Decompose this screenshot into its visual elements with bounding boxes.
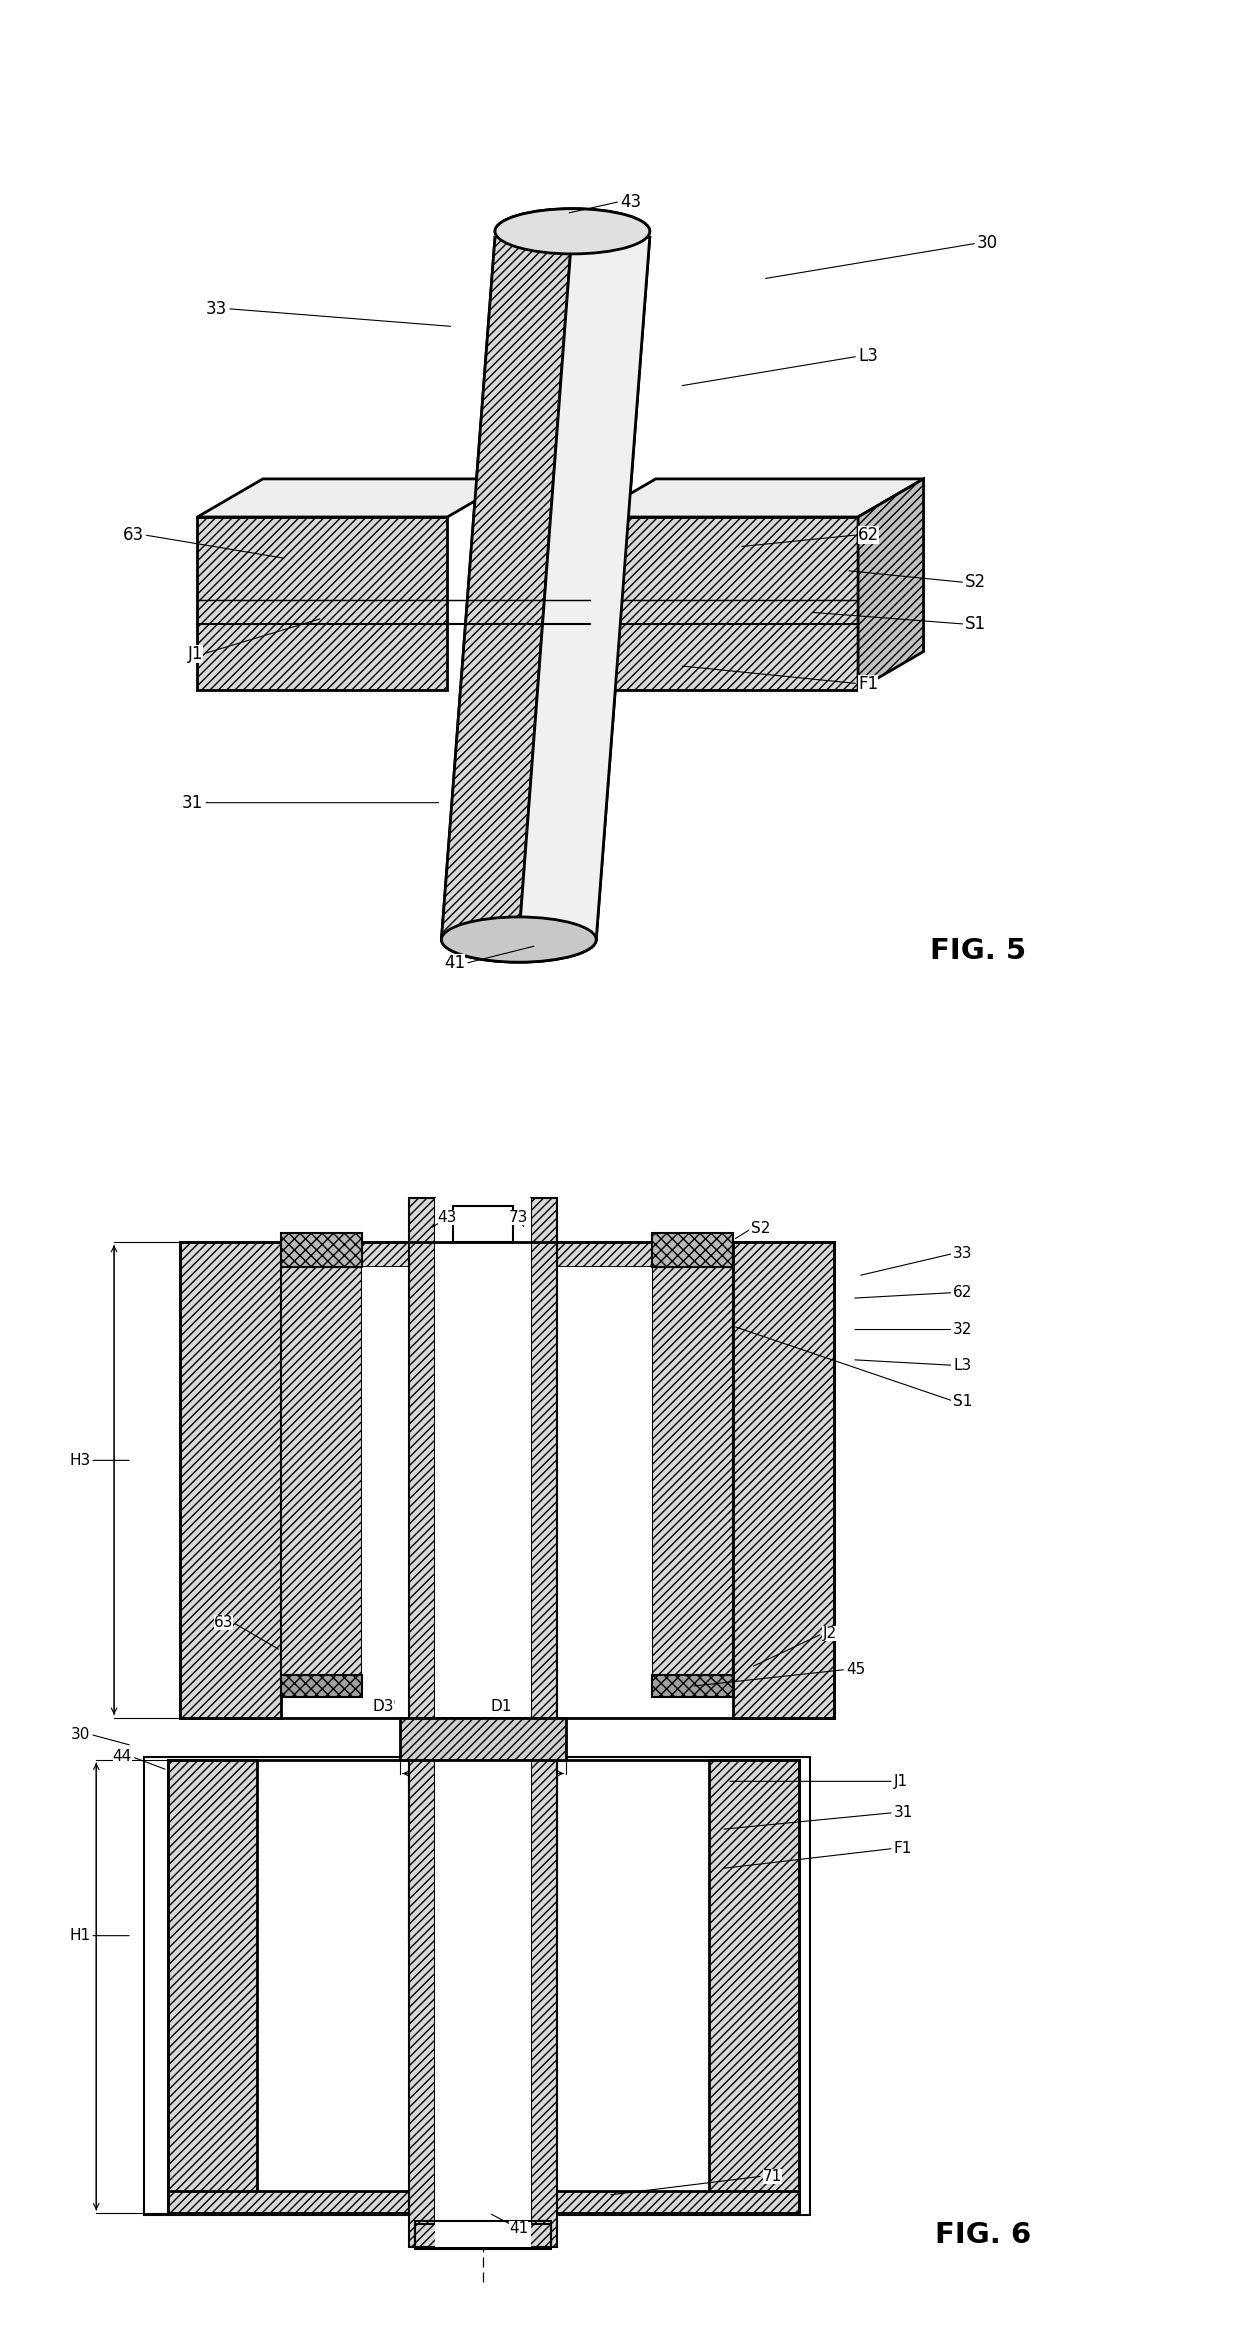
Bar <box>733 1243 835 1718</box>
Text: 43: 43 <box>438 1211 458 1225</box>
Bar <box>280 1266 362 1697</box>
Text: J2: J2 <box>822 1627 837 1641</box>
Bar <box>409 1760 435 2247</box>
Bar <box>652 1676 733 1697</box>
Text: H1: H1 <box>69 1928 91 1944</box>
Bar <box>399 1718 567 1760</box>
Text: 31: 31 <box>894 1804 913 1820</box>
Polygon shape <box>197 480 513 517</box>
Polygon shape <box>441 228 573 941</box>
Bar <box>531 1760 557 2247</box>
Bar <box>652 1266 733 1697</box>
Text: 62: 62 <box>858 526 879 545</box>
Text: 41: 41 <box>510 2221 528 2237</box>
Bar <box>415 2223 551 2247</box>
Bar <box>531 1197 557 1942</box>
Text: 31: 31 <box>182 794 203 812</box>
Bar <box>409 1197 435 1942</box>
Bar <box>652 1234 733 1266</box>
Bar <box>144 1758 811 2216</box>
Text: FIG. 5: FIG. 5 <box>930 938 1025 966</box>
Text: J1: J1 <box>894 1774 908 1788</box>
Bar <box>362 1266 652 1697</box>
Text: 33: 33 <box>206 300 227 317</box>
Polygon shape <box>590 480 924 517</box>
Polygon shape <box>197 517 448 689</box>
Text: 32: 32 <box>954 1322 972 1336</box>
Text: D1: D1 <box>490 1699 512 1713</box>
Polygon shape <box>518 228 650 941</box>
Polygon shape <box>518 228 650 941</box>
Text: 33: 33 <box>954 1245 973 1262</box>
Bar <box>167 1760 799 2214</box>
Ellipse shape <box>441 917 596 961</box>
Text: 41: 41 <box>444 954 465 973</box>
Ellipse shape <box>495 210 650 254</box>
Ellipse shape <box>495 210 650 254</box>
Bar <box>180 1243 835 1718</box>
Text: 30: 30 <box>977 235 998 251</box>
Bar <box>180 1243 280 1718</box>
Bar <box>435 2202 531 2247</box>
Text: J1: J1 <box>188 645 203 663</box>
Text: FIG. 6: FIG. 6 <box>935 2221 1032 2249</box>
Bar <box>709 1760 799 2214</box>
Bar <box>415 2221 551 2249</box>
Text: 44: 44 <box>113 1748 131 1765</box>
Bar <box>435 1760 531 2247</box>
Text: 30: 30 <box>71 1727 91 1741</box>
Bar <box>280 1234 362 1266</box>
Text: S1: S1 <box>954 1394 972 1408</box>
Text: 45: 45 <box>846 1662 866 1676</box>
Bar <box>180 1243 835 1266</box>
Text: 73: 73 <box>510 1211 528 1225</box>
Text: L3: L3 <box>858 347 878 365</box>
Text: D3: D3 <box>372 1699 394 1713</box>
Text: S1: S1 <box>965 615 986 633</box>
Text: F1: F1 <box>858 675 878 694</box>
Bar <box>167 2191 799 2214</box>
Text: 62: 62 <box>954 1285 972 1299</box>
Polygon shape <box>590 517 858 689</box>
Text: F1: F1 <box>894 1841 913 1855</box>
Text: 63: 63 <box>213 1616 233 1630</box>
Text: S2: S2 <box>751 1222 770 1236</box>
Text: 63: 63 <box>123 526 144 545</box>
Bar <box>454 1206 513 1243</box>
Text: H3: H3 <box>69 1453 91 1469</box>
Text: 43: 43 <box>620 193 641 210</box>
Bar <box>435 1197 531 1942</box>
Text: 71: 71 <box>763 2170 782 2184</box>
Polygon shape <box>441 228 573 941</box>
Polygon shape <box>858 480 924 689</box>
Text: L3: L3 <box>954 1357 972 1374</box>
Bar <box>167 1760 257 2214</box>
Bar <box>280 1676 362 1697</box>
Text: S2: S2 <box>965 573 986 591</box>
Ellipse shape <box>441 917 596 961</box>
